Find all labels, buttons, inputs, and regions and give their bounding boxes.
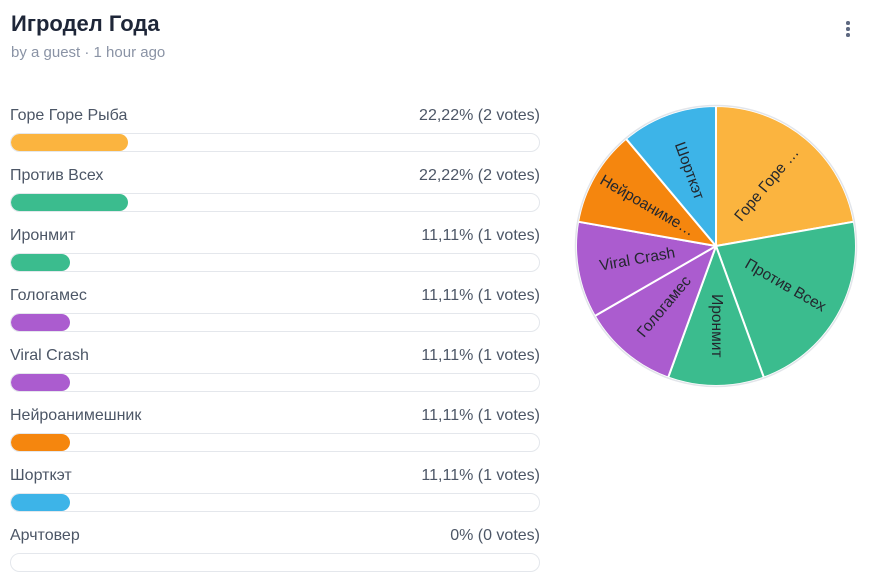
option-bar-fill: [11, 194, 129, 211]
option-head: Иронмит 11,11% (1 votes): [10, 224, 540, 246]
option-bar-fill: [11, 374, 70, 391]
poll-option-row: Гологамес 11,11% (1 votes): [10, 284, 540, 344]
poll-option-row: Нейроанимешник 11,11% (1 votes): [10, 404, 540, 464]
option-bar-track: [10, 373, 540, 392]
kebab-menu-icon[interactable]: [835, 14, 861, 44]
option-bar-track: [10, 253, 540, 272]
option-head: Viral Crash 11,11% (1 votes): [10, 344, 540, 366]
poll-option-row: Арчтовер 0% (0 votes): [10, 524, 540, 583]
poll-option-row: Иронмит 11,11% (1 votes): [10, 224, 540, 284]
option-bar-track: [10, 553, 540, 572]
option-bar-fill: [11, 314, 70, 331]
pie-outer-ring: [574, 104, 858, 388]
option-head: Шорткэт 11,11% (1 votes): [10, 464, 540, 486]
option-head: Арчтовер 0% (0 votes): [10, 524, 540, 546]
option-label: Шорткэт: [10, 467, 72, 484]
option-result-value: 11,11% (1 votes): [421, 227, 540, 244]
option-head: Гологамес 11,11% (1 votes): [10, 284, 540, 306]
option-result-value: 11,11% (1 votes): [421, 287, 540, 304]
options-list: Горе Горе Рыба 22,22% (2 votes) Против В…: [10, 104, 540, 583]
option-label: Иронмит: [10, 227, 76, 244]
option-bar-track: [10, 193, 540, 212]
poll-option-row: Против Всех 22,22% (2 votes): [10, 164, 540, 224]
option-result-value: 22,22% (2 votes): [419, 167, 540, 184]
poll-option-row: Горе Горе Рыба 22,22% (2 votes): [10, 104, 540, 164]
option-bar-fill: [11, 254, 70, 271]
page-title: Игродел Года: [11, 11, 160, 36]
option-bar-track: [10, 133, 540, 152]
poll-header: Игродел Года by a guest · 1 hour ago: [11, 11, 165, 61]
option-bar-track: [10, 493, 540, 512]
option-result-value: 22,22% (2 votes): [419, 107, 540, 124]
option-label: Гологамес: [10, 287, 87, 304]
option-result-value: 11,11% (1 votes): [421, 407, 540, 424]
poll-option-row: Viral Crash 11,11% (1 votes): [10, 344, 540, 404]
option-label: Арчтовер: [10, 527, 80, 544]
option-result-value: 11,11% (1 votes): [421, 347, 540, 364]
option-bar-fill: [11, 134, 129, 151]
kebab-dot: [846, 21, 850, 25]
option-result-value: 11,11% (1 votes): [421, 467, 540, 484]
option-result-value: 0% (0 votes): [450, 527, 540, 544]
option-label: Нейроанимешник: [10, 407, 142, 424]
kebab-dot: [846, 27, 850, 31]
option-label: Против Всех: [10, 167, 104, 184]
pie-slice-label: Иронмит: [708, 294, 725, 357]
option-label: Viral Crash: [10, 347, 89, 364]
option-bar-fill: [11, 434, 70, 451]
poll-option-row: Шорткэт 11,11% (1 votes): [10, 464, 540, 524]
option-label: Горе Горе Рыба: [10, 107, 128, 124]
option-head: Горе Горе Рыба 22,22% (2 votes): [10, 104, 540, 126]
kebab-dot: [846, 33, 850, 37]
option-bar-track: [10, 433, 540, 452]
option-bar-fill: [11, 494, 70, 511]
option-head: Нейроанимешник 11,11% (1 votes): [10, 404, 540, 426]
pie-chart: Горе Горе …Против ВсехИронмитГологамесVi…: [574, 104, 858, 388]
poll-byline: by a guest · 1 hour ago: [11, 44, 166, 61]
option-bar-track: [10, 313, 540, 332]
option-head: Против Всех 22,22% (2 votes): [10, 164, 540, 186]
pie-chart-container: Горе Горе … Против Всех Иронмит Гологамес Vi…: [570, 100, 862, 392]
